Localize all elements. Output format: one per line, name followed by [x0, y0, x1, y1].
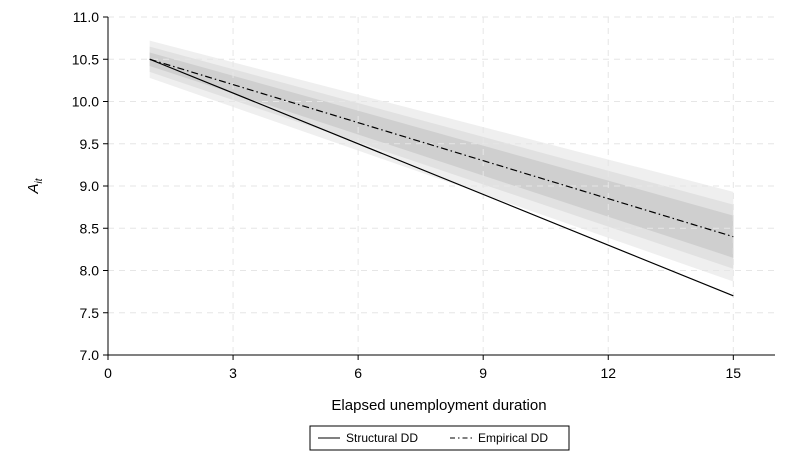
series-line-structural-dd: [149, 58, 734, 297]
x-tick-label: 6: [354, 365, 362, 381]
y-tick-label: 8.0: [80, 263, 100, 279]
y-axis-title-main: A: [25, 183, 42, 194]
y-axis-title-subscript: it: [34, 177, 45, 183]
legend-structural-label: Structural DD: [346, 431, 418, 445]
y-ticks: 7.0 7.5 8.0 8.5 9.0 9.5 10.0 10.5 11.0: [72, 9, 108, 363]
confidence-band-3: [149, 52, 734, 258]
y-axis-title: Ait: [25, 177, 45, 194]
x-tick-label: 12: [600, 365, 616, 381]
y-tick-label: 10.0: [72, 94, 99, 110]
series-lines: [149, 58, 734, 297]
y-tick-label: 9.5: [80, 136, 100, 152]
x-tick-label: 3: [229, 365, 237, 381]
x-ticks: 0 3 6 9 12 15: [104, 355, 741, 381]
x-tick-label: 0: [104, 365, 112, 381]
y-tick-label: 11.0: [73, 9, 99, 25]
y-tick-label: 7.0: [80, 347, 100, 363]
legend: Structural DD Empirical DD: [309, 425, 570, 451]
y-tick-label: 7.5: [80, 305, 100, 321]
series-line-empirical-dd: [149, 58, 734, 238]
x-tick-label: 9: [479, 365, 487, 381]
x-tick-label: 15: [726, 365, 742, 381]
legend-empirical-label: Empirical DD: [478, 431, 548, 445]
y-tick-label: 10.5: [72, 51, 99, 67]
y-tick-label: 8.5: [80, 220, 100, 236]
legend-box: [309, 425, 570, 451]
x-axis-title: Elapsed unemployment duration: [331, 397, 546, 414]
confidence-bands: [149, 40, 734, 282]
y-tick-label: 9.0: [80, 178, 100, 194]
